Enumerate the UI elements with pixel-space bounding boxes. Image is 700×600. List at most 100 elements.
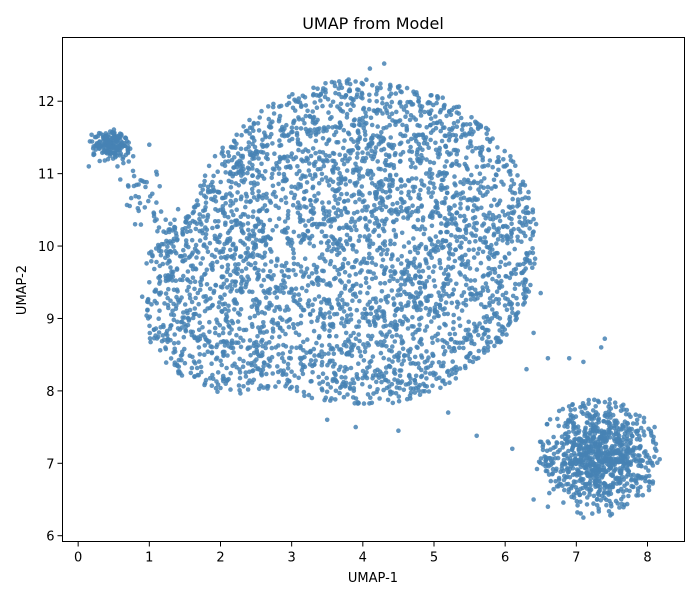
scatter-point <box>250 254 256 260</box>
scatter-point <box>363 280 369 286</box>
scatter-point <box>510 293 516 299</box>
scatter-point <box>507 215 512 221</box>
scatter-point <box>357 338 362 344</box>
scatter-point <box>324 141 329 147</box>
scatter-point <box>367 242 372 247</box>
scatter-point <box>413 273 418 279</box>
scatter-point <box>329 115 334 120</box>
scatter-point <box>328 224 334 229</box>
scatter-point <box>419 178 424 183</box>
scatter-point <box>327 310 332 315</box>
scatter-point <box>317 126 322 131</box>
scatter-point <box>395 278 400 284</box>
scatter-point <box>319 252 325 257</box>
scatter-point <box>493 172 499 177</box>
scatter-point <box>502 164 508 169</box>
scatter-point <box>305 337 310 342</box>
scatter-point <box>249 186 255 192</box>
scatter-point <box>509 178 515 183</box>
scatter-point <box>507 299 513 305</box>
scatter-point <box>475 125 481 130</box>
scatter-point <box>354 227 359 233</box>
scatter-point <box>478 149 483 155</box>
scatter-point <box>198 261 203 266</box>
scatter-point <box>394 332 400 338</box>
scatter-point <box>599 430 605 435</box>
scatter-point <box>239 268 245 274</box>
scatter-point <box>437 145 443 151</box>
scatter-point <box>505 211 511 217</box>
scatter-point <box>422 359 428 365</box>
scatter-point <box>317 352 322 358</box>
scatter-point <box>497 328 503 333</box>
scatter-point <box>291 195 297 201</box>
scatter-point <box>483 240 488 246</box>
scatter-point <box>417 285 423 291</box>
scatter-point <box>387 182 392 187</box>
scatter-point <box>235 160 240 165</box>
scatter-point <box>451 326 456 332</box>
scatter-point <box>220 373 226 379</box>
scatter-point <box>388 241 393 247</box>
scatter-point <box>204 218 209 224</box>
scatter-point <box>452 181 457 186</box>
scatter-point <box>463 236 468 242</box>
scatter-point <box>399 253 405 259</box>
scatter-point <box>228 345 234 351</box>
scatter-point <box>319 349 324 354</box>
scatter-point <box>292 97 297 103</box>
scatter-point <box>262 290 268 296</box>
scatter-point <box>482 176 487 181</box>
scatter-point <box>578 405 583 410</box>
scatter-point <box>555 455 561 461</box>
scatter-point <box>343 153 348 158</box>
scatter-point <box>612 459 617 464</box>
scatter-point <box>384 125 389 130</box>
scatter-point <box>450 194 456 200</box>
scatter-point <box>620 489 626 495</box>
scatter-point <box>245 165 251 171</box>
scatter-point <box>343 182 349 187</box>
scatter-point <box>295 186 300 191</box>
scatter-point <box>510 196 515 202</box>
scatter-point <box>428 249 434 254</box>
scatter-point <box>203 195 209 200</box>
scatter-point <box>138 222 144 227</box>
scatter-point <box>435 94 440 99</box>
scatter-point <box>602 399 608 405</box>
scatter-point <box>192 361 198 366</box>
scatter-point <box>241 277 246 282</box>
scatter-point <box>351 330 356 336</box>
scatter-point <box>375 248 380 253</box>
scatter-point <box>155 229 160 234</box>
scatter-point <box>564 441 570 446</box>
scatter-point <box>465 197 470 203</box>
scatter-point <box>277 154 283 160</box>
scatter-point <box>563 420 568 426</box>
scatter-point <box>278 315 283 321</box>
scatter-point <box>396 394 402 399</box>
scatter-point <box>131 173 137 179</box>
scatter-point <box>309 395 315 401</box>
scatter-point <box>416 269 422 274</box>
scatter-point <box>197 287 203 293</box>
scatter-point <box>297 142 303 147</box>
scatter-point <box>135 206 141 211</box>
scatter-point <box>586 397 591 403</box>
scatter-point <box>516 202 522 208</box>
scatter-point <box>419 315 424 321</box>
scatter-point <box>463 133 469 138</box>
scatter-point <box>240 364 246 370</box>
scatter-point <box>372 227 378 233</box>
scatter-point <box>243 204 248 210</box>
scatter-point <box>348 107 353 113</box>
scatter-point <box>444 276 450 282</box>
scatter-point <box>513 271 518 277</box>
scatter-point <box>376 180 382 185</box>
scatter-point <box>606 462 611 468</box>
y-tick-label: 12 <box>38 95 55 110</box>
scatter-point <box>280 351 286 356</box>
scatter-point <box>347 306 353 312</box>
scatter-point <box>112 150 117 156</box>
scatter-point <box>390 400 396 406</box>
